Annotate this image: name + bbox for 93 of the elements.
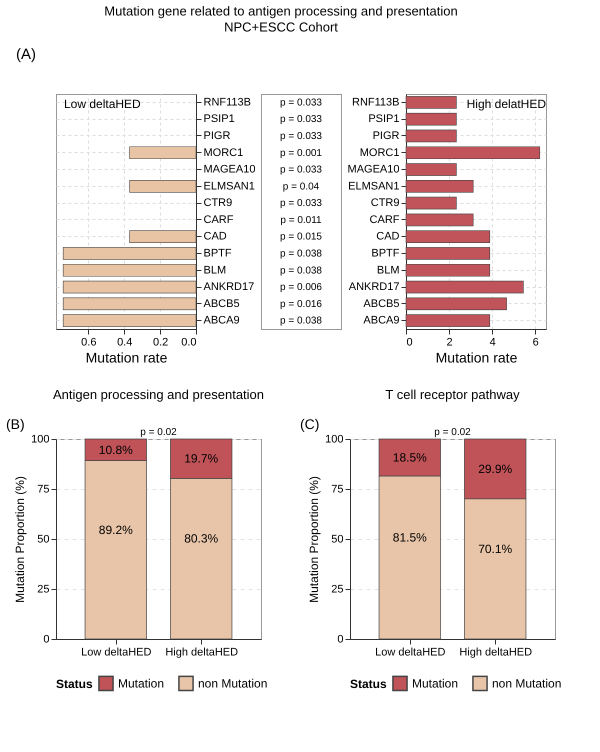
- annotation: Low deltaHED: [64, 97, 142, 111]
- legend-label: non Mutation: [492, 676, 562, 690]
- legend-label: Mutation: [118, 676, 164, 690]
- x-tick-label: 6: [532, 336, 539, 348]
- data-label: 10.8%: [98, 442, 134, 457]
- y-tick-label: ABCB5: [204, 298, 240, 310]
- y-tick-label: ELMSAN1: [348, 180, 400, 192]
- y-tick-label: CAD: [204, 230, 227, 243]
- y-tick-label: PIGR: [372, 130, 400, 142]
- x-tick-label: 0.6: [81, 336, 96, 348]
- y-tick-label: CTR9: [204, 197, 232, 210]
- y-axis-title: Mutation Proportion (%): [307, 476, 322, 603]
- y-tick-label: ABCA9: [363, 314, 400, 327]
- y-tick-label: MAGEA10: [348, 164, 400, 176]
- x-tick-label: 2: [446, 336, 453, 348]
- y-tick-label: 25: [37, 584, 50, 596]
- x-tick-label: High deltaHED: [459, 646, 532, 658]
- y-tick-label: CTR9: [370, 197, 400, 210]
- chart-title: T cell receptor pathway: [385, 387, 520, 402]
- legend-title: Status: [56, 677, 93, 691]
- x-tick-label: 4: [490, 336, 496, 348]
- y-tick-label: MAGEA10: [204, 164, 256, 176]
- legend-label: Mutation: [412, 676, 458, 690]
- y-tick-label: MORC1: [360, 146, 400, 159]
- data-label: 89.2%: [98, 522, 134, 537]
- x-tick-label: 0.2: [152, 336, 168, 348]
- chart-title: Antigen processing and presentation: [52, 387, 264, 402]
- y-tick-label: ANKRD17: [348, 281, 400, 294]
- text: p = 0.02: [434, 427, 472, 438]
- x-tick-label: 0.4: [117, 336, 132, 348]
- x-axis-title: Mutation rate: [86, 350, 168, 366]
- y-tick-label: 25: [331, 584, 344, 596]
- text: p = 0.033: [280, 97, 322, 108]
- y-tick-label: BLM: [204, 264, 226, 276]
- y-tick-label: PSIP1: [368, 113, 400, 126]
- text: p = 0.033: [280, 164, 322, 176]
- data-label: 29.9%: [478, 462, 513, 476]
- y-tick-label: MORC1: [204, 146, 244, 159]
- text: p = 0.038: [280, 248, 322, 260]
- y-tick-label: BPTF: [204, 247, 232, 260]
- y-tick-label: ABCA9: [204, 314, 240, 327]
- text: p = 0.011: [280, 214, 322, 226]
- y-tick-label: PSIP1: [204, 113, 235, 126]
- y-tick-label: 50: [37, 534, 50, 546]
- y-tick-label: CAD: [376, 230, 400, 243]
- y-tick-label: BPTF: [371, 247, 400, 260]
- text: p = 0.033: [280, 198, 322, 210]
- y-tick-label: 100: [31, 434, 50, 446]
- legend-label: non Mutation: [198, 676, 268, 690]
- y-tick-label: 75: [37, 484, 50, 496]
- text: (A): [16, 46, 36, 63]
- y-tick-label: RNF113B: [204, 96, 251, 108]
- x-tick-label: 0: [406, 336, 413, 348]
- y-tick-label: ANKRD17: [204, 281, 254, 294]
- y-tick-label: RNF113B: [352, 96, 400, 108]
- x-axis-title: Mutation rate: [436, 350, 518, 366]
- annotation: High delatHED: [466, 97, 546, 111]
- text: Mutation gene related to antigen processing and presentation: [104, 4, 458, 18]
- y-tick-label: 0: [43, 634, 50, 646]
- legend-title: Status: [350, 677, 387, 691]
- data-label: 70.1%: [478, 542, 513, 556]
- x-tick-label: Low deltaHED: [375, 646, 446, 658]
- text: p = 0.04: [282, 181, 320, 192]
- y-tick-label: 75: [331, 484, 344, 496]
- text: p = 0.033: [280, 114, 322, 126]
- text: p = 0.038: [280, 316, 322, 327]
- text: p = 0.02: [140, 427, 178, 438]
- x-tick-label: 0.0: [181, 336, 196, 348]
- y-tick-label: CARF: [204, 214, 234, 226]
- data-label: 80.3%: [184, 532, 219, 546]
- text: p = 0.033: [280, 130, 322, 142]
- y-tick-label: BLM: [376, 264, 400, 276]
- x-tick-label: High deltaHED: [165, 646, 238, 658]
- y-tick-label: 50: [331, 534, 344, 546]
- text: p = 0.016: [280, 298, 322, 310]
- text: p = 0.006: [280, 282, 322, 294]
- x-tick-label: Low deltaHED: [81, 646, 152, 658]
- y-tick-label: ELMSAN1: [204, 180, 255, 192]
- y-axis-title: Mutation Proportion (%): [13, 476, 28, 603]
- text: p = 0.001: [280, 148, 322, 159]
- data-label: 18.5%: [392, 450, 428, 464]
- y-tick-label: ABCB5: [363, 298, 400, 310]
- data-label: 81.5%: [392, 530, 428, 544]
- y-tick-label: 0: [337, 634, 344, 646]
- text: p = 0.038: [280, 265, 322, 276]
- data-label: 19.7%: [184, 452, 219, 466]
- y-tick-label: CARF: [370, 214, 400, 226]
- y-tick-label: 100: [325, 434, 344, 446]
- text: (B): [6, 416, 25, 432]
- text: NPC+ESCC Cohort: [224, 20, 338, 34]
- text: p = 0.015: [280, 232, 322, 243]
- y-tick-label: PIGR: [204, 130, 230, 142]
- text: (C): [300, 416, 320, 432]
